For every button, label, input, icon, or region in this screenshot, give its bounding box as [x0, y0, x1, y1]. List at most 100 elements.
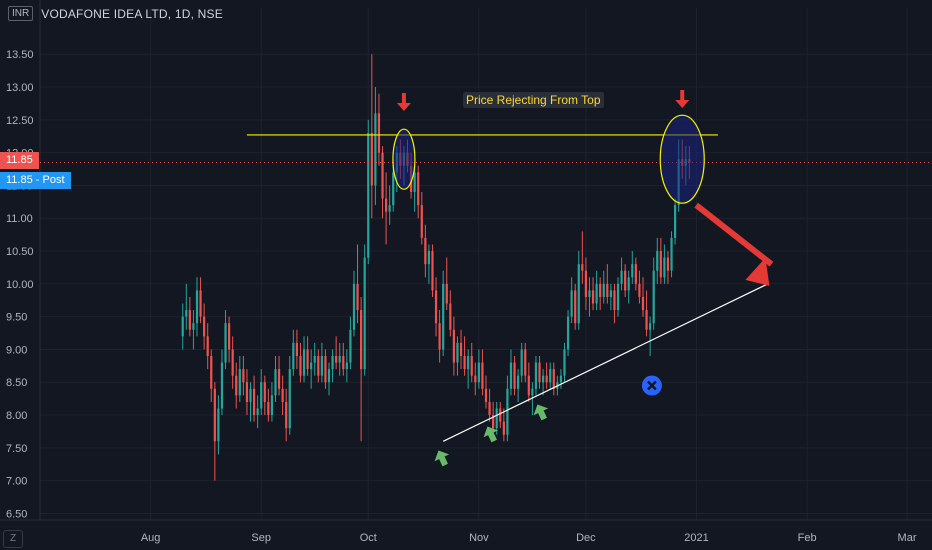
candle-body — [666, 257, 670, 271]
candle-body — [509, 362, 513, 389]
candle-body — [534, 362, 538, 389]
candle-body — [495, 408, 498, 429]
candle-body — [327, 369, 331, 383]
candle-body — [260, 382, 263, 409]
candle-body — [649, 323, 652, 330]
candle-body — [242, 369, 245, 383]
candle-body — [335, 356, 338, 363]
trend-arrow-head-icon — [745, 257, 770, 286]
y-tick-label: 9.50 — [6, 312, 27, 324]
x-tick-label: Mar — [898, 532, 917, 544]
support-trendline — [442, 283, 769, 442]
candle-body — [449, 303, 452, 330]
candle-body — [520, 349, 523, 376]
x-tick-label: Nov — [469, 532, 489, 544]
candle-body — [274, 369, 277, 396]
red-down-arrow-icon — [675, 90, 690, 108]
candle-body — [502, 421, 505, 435]
candle-body — [317, 356, 320, 376]
candle-body — [331, 356, 334, 370]
candle-body — [620, 270, 623, 284]
candle-body — [624, 270, 627, 291]
candle-body — [220, 362, 224, 409]
candle-body — [467, 356, 470, 370]
candle-body — [577, 264, 580, 324]
candle-body — [545, 375, 548, 383]
candle-body — [188, 310, 191, 330]
candle-body — [431, 251, 434, 291]
candle-body — [245, 382, 249, 402]
candle-body — [392, 172, 395, 206]
candle-body — [356, 283, 359, 311]
candle-body — [563, 349, 566, 376]
candle-body — [456, 342, 459, 363]
candle-body — [224, 323, 227, 363]
candle-body — [477, 362, 480, 383]
candle-body — [531, 388, 534, 396]
candle-body — [602, 283, 605, 297]
candle-body — [595, 283, 598, 304]
y-tick-label: 9.00 — [6, 344, 27, 356]
candle-body — [559, 375, 563, 383]
candle-body — [377, 113, 381, 153]
candle-body — [570, 290, 573, 317]
chart-header: INR VODAFONE IDEA LTD, 1D, NSE — [8, 6, 223, 21]
candle-body — [427, 251, 431, 265]
candle-body — [606, 283, 609, 297]
candle-body — [181, 316, 184, 337]
candle-body — [442, 283, 445, 350]
candle-body — [231, 349, 234, 376]
candle-body — [499, 408, 502, 422]
currency-badge[interactable]: INR — [8, 6, 34, 21]
candle-body — [413, 172, 416, 192]
candle-body — [185, 310, 188, 317]
candle-body — [345, 362, 348, 370]
candle-body — [541, 375, 545, 383]
candle-body — [581, 264, 584, 271]
candle-body — [210, 356, 213, 389]
candle-body — [388, 205, 391, 212]
candle-body — [506, 388, 509, 435]
x-tick-label: Feb — [798, 532, 817, 544]
last-price-badge: 11.85 — [0, 152, 39, 169]
y-tick-label: 8.00 — [6, 410, 27, 422]
candle-body — [195, 290, 199, 324]
green-up-arrow-icon — [533, 404, 549, 421]
candle-body — [302, 349, 306, 376]
candle-body — [613, 290, 616, 311]
candle-body — [206, 336, 209, 356]
candle-body — [270, 395, 274, 416]
x-tick-label: Dec — [576, 532, 596, 544]
candle-body — [663, 257, 666, 278]
candle-body — [374, 113, 377, 186]
candle-body — [263, 382, 266, 402]
candle-body — [588, 290, 591, 297]
y-tick-label: 8.50 — [6, 377, 27, 389]
post-price-badge: 11.85 - Post — [0, 172, 71, 189]
candle-body — [292, 342, 295, 370]
candle-body — [420, 205, 423, 238]
candle-body — [574, 290, 577, 324]
candle-body — [235, 375, 238, 396]
candle-body — [627, 277, 630, 291]
candle-body — [492, 415, 495, 429]
candle-body — [277, 369, 281, 389]
candle-body — [249, 388, 252, 402]
x-marker-cross — [647, 380, 657, 391]
candle-body — [238, 369, 241, 396]
candle-body — [370, 132, 373, 186]
y-tick-label: 11.00 — [6, 213, 33, 225]
candle-body — [384, 198, 388, 212]
annotation-label[interactable]: Price Rejecting From Top — [463, 92, 604, 108]
candle-body — [306, 349, 309, 370]
candle-body — [199, 290, 202, 317]
candle-body — [584, 270, 588, 297]
candle-body — [256, 408, 259, 416]
y-tick-label: 12.50 — [6, 115, 34, 127]
symbol-title: VODAFONE IDEA LTD, 1D, NSE — [41, 6, 223, 21]
zoom-button[interactable]: Z — [3, 530, 23, 548]
candle-body — [459, 342, 463, 356]
candle-body — [192, 323, 195, 330]
x-tick-label: 2021 — [684, 532, 708, 544]
